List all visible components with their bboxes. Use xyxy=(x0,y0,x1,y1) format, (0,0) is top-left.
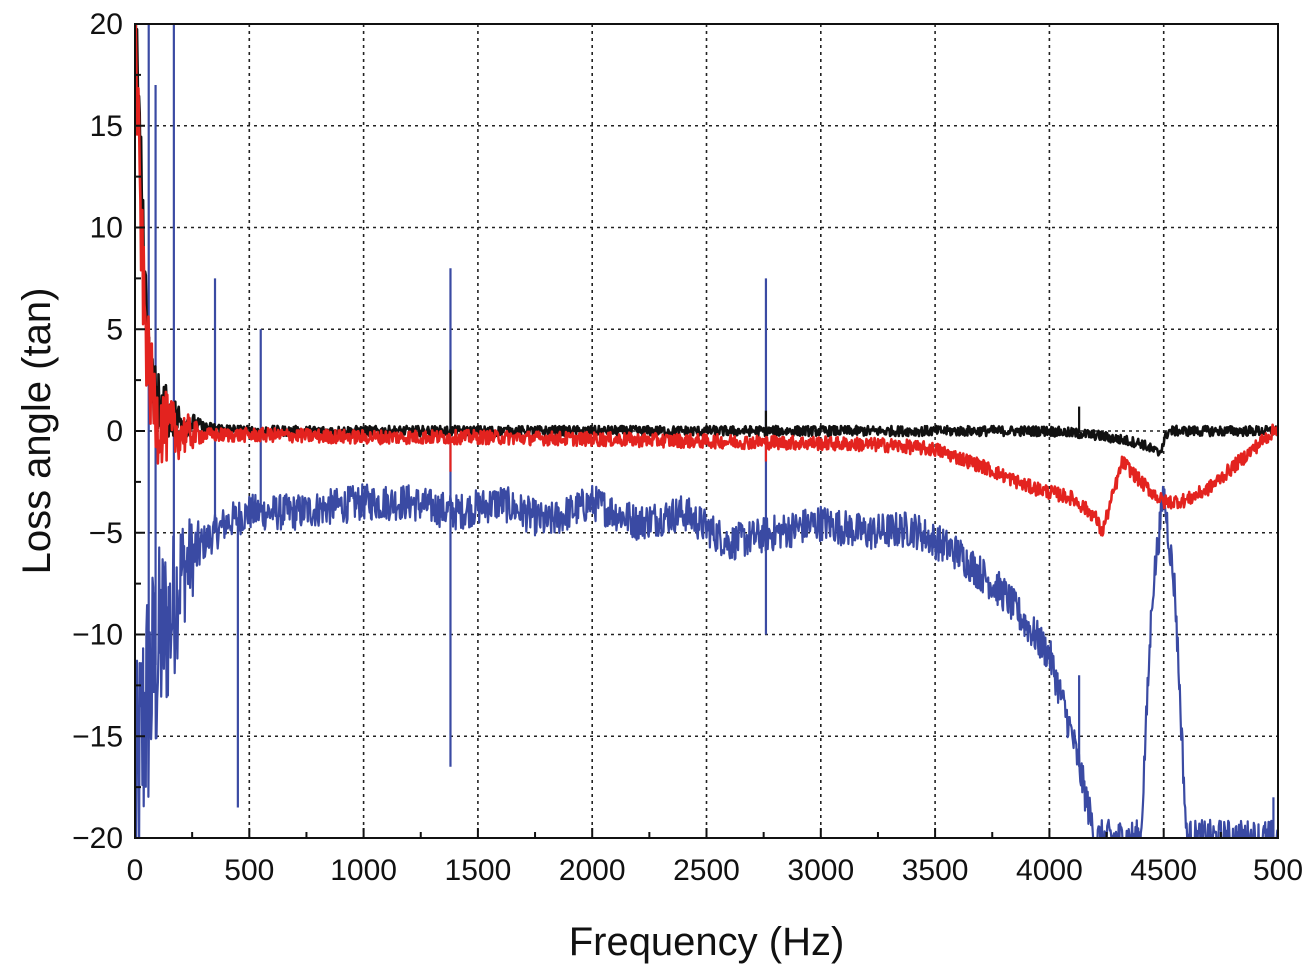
y-axis-label: Loss angle (tan) xyxy=(15,288,59,575)
x-tick-label: 0 xyxy=(127,854,144,887)
x-tick-label: 2500 xyxy=(673,854,740,887)
x-tick-label: 1000 xyxy=(330,854,397,887)
x-axis-label: Frequency (Hz) xyxy=(569,920,845,964)
x-tick-label: 1500 xyxy=(445,854,512,887)
axis-ticks xyxy=(134,23,1279,839)
y-tick-labels: 20 15 10 5 0 −5 −10 −15 −20 xyxy=(72,8,123,855)
y-tick-label: 0 xyxy=(106,415,123,448)
y-tick-label: −20 xyxy=(72,822,123,855)
x-tick-label: 4000 xyxy=(1016,854,1083,887)
x-tick-label: 4500 xyxy=(1130,854,1197,887)
x-tick-label: 2000 xyxy=(559,854,626,887)
series-line-red xyxy=(135,24,1278,537)
y-tick-label: 5 xyxy=(106,313,123,346)
x-tick-label: 3500 xyxy=(902,854,969,887)
y-tick-label: 10 xyxy=(90,212,123,245)
x-tick-label: 500 xyxy=(224,854,274,887)
x-tick-labels: 0 500 1000 1500 2000 2500 3000 3500 4000 4500 500 xyxy=(127,854,1303,887)
y-tick-label: −10 xyxy=(72,619,123,652)
series-layer xyxy=(135,24,1278,838)
y-tick-label: −15 xyxy=(72,720,123,753)
series-line-blue xyxy=(135,483,1278,838)
y-tick-label: 15 xyxy=(90,110,123,143)
x-tick-label: 500 xyxy=(1253,854,1303,887)
y-tick-label: 20 xyxy=(90,8,123,41)
x-tick-label: 3000 xyxy=(787,854,854,887)
y-tick-label: −5 xyxy=(89,517,123,550)
